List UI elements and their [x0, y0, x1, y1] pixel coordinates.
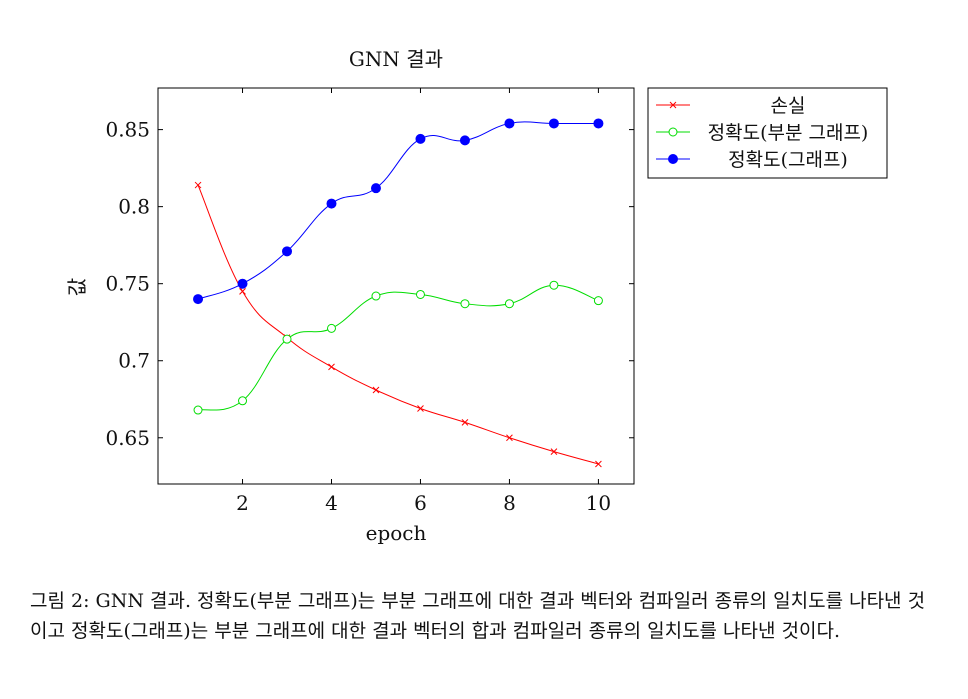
legend-marker	[668, 127, 678, 137]
legend-marker	[668, 154, 678, 164]
data-point	[326, 198, 337, 209]
data-point	[415, 133, 426, 144]
marker-stroke	[328, 363, 335, 371]
marker-stroke	[194, 181, 202, 189]
chart-title: GNN 결과	[349, 47, 443, 71]
marker-stroke	[417, 405, 424, 412]
figure-caption: 그림 2: GNN 결과. 정확도(부분 그래프)는 부분 그래프에 대한 결과…	[30, 590, 926, 642]
data-point	[328, 363, 335, 371]
data-point	[595, 460, 602, 468]
data-point	[504, 118, 515, 129]
series-3	[193, 118, 604, 305]
y-tick-label: 0.85	[105, 118, 150, 142]
series-line	[197, 121, 599, 300]
legend-label: 정확도(그래프)	[728, 149, 848, 171]
x-axis-label: epoch	[366, 521, 427, 545]
legend-entry: 정확도(부분 그래프)	[656, 122, 868, 144]
series-line	[197, 284, 599, 411]
marker-stroke	[239, 288, 246, 295]
legend-label: 손실	[771, 95, 806, 117]
data-point	[549, 280, 559, 290]
y-tick-label: 0.7	[118, 349, 150, 373]
data-point	[238, 396, 248, 406]
series-1	[194, 181, 602, 468]
legend-box	[647, 87, 888, 179]
marker-stroke	[550, 448, 558, 455]
data-point	[282, 246, 293, 257]
series-layer	[193, 118, 604, 468]
data-point	[460, 299, 470, 309]
series-line	[197, 184, 599, 465]
data-point	[593, 118, 604, 129]
data-point	[193, 294, 204, 305]
x-tick-label: 6	[414, 491, 427, 515]
y-axis-label: 값	[65, 278, 89, 296]
data-point	[372, 386, 380, 394]
x-tick-label: 8	[503, 491, 516, 515]
data-point	[239, 288, 246, 295]
plot-frame	[157, 87, 635, 485]
legend-entry: 정확도(그래프)	[656, 149, 848, 171]
data-point	[371, 291, 381, 301]
data-point	[593, 296, 603, 306]
chart: GNN 결과 2 4 6 8 10 0.65 0.7 0.75 0.8 0.85 손실정확도(부분…	[65, 47, 888, 545]
data-point	[194, 181, 202, 189]
y-tick-label: 0.8	[118, 195, 150, 219]
marker-stroke	[372, 386, 380, 394]
marker-stroke	[595, 460, 602, 468]
data-point	[193, 405, 203, 415]
y-tick-label: 0.65	[105, 426, 150, 450]
data-point	[504, 299, 514, 309]
data-point	[506, 434, 513, 442]
x-tick-label: 2	[236, 491, 249, 515]
axes: 2 4 6 8 10 0.65 0.7 0.75 0.8 0.85	[105, 88, 634, 515]
data-point	[461, 419, 469, 426]
x-tick-label: 10	[586, 491, 611, 515]
legend-marker	[669, 101, 677, 109]
marker-stroke	[669, 101, 677, 109]
data-point	[326, 323, 336, 333]
data-point	[370, 183, 381, 194]
data-point	[548, 118, 559, 129]
series-2	[193, 280, 603, 415]
data-point	[459, 135, 470, 146]
marker-stroke	[461, 419, 469, 426]
data-point	[417, 405, 424, 412]
data-point	[415, 289, 425, 299]
y-tick-label: 0.75	[105, 272, 150, 296]
legend-entry: 손실	[656, 95, 805, 117]
marker-stroke	[506, 434, 513, 442]
data-point	[237, 278, 248, 289]
x-tick-label: 4	[325, 491, 338, 515]
data-point	[282, 334, 292, 344]
plot-area	[157, 87, 635, 485]
data-point	[550, 448, 558, 455]
legend-label: 정확도(부분 그래프)	[708, 122, 869, 144]
